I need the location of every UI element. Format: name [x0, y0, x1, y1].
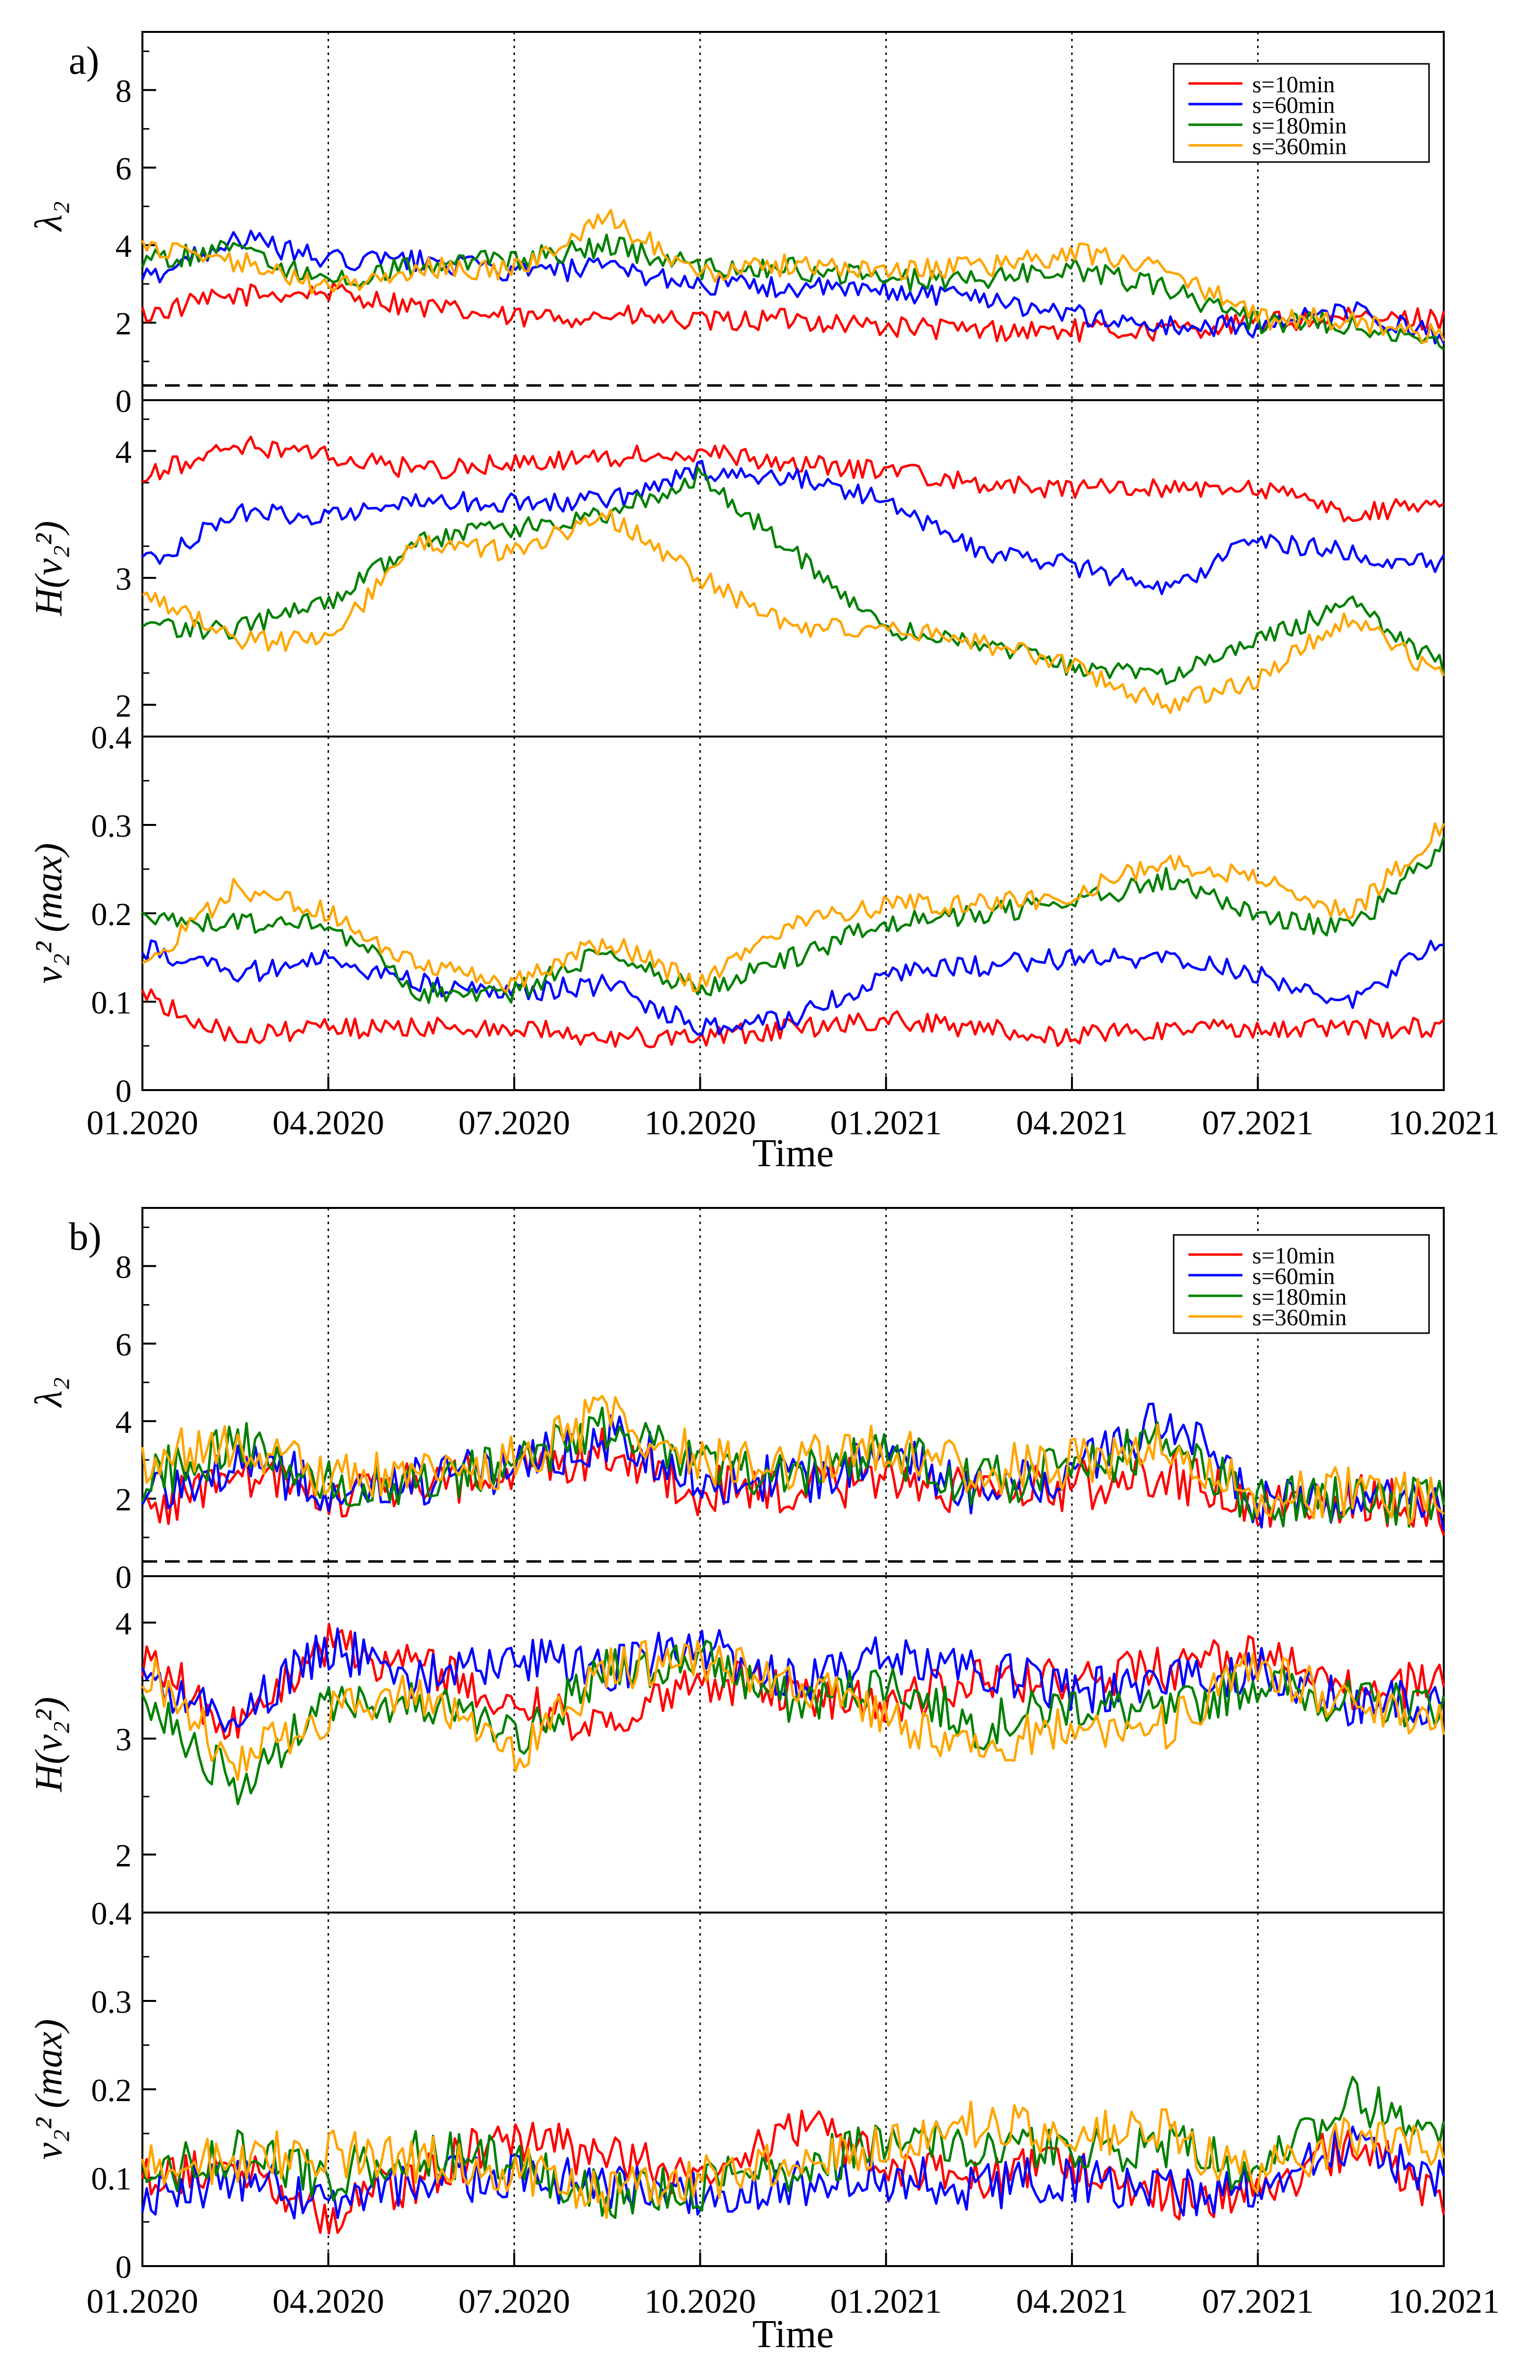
series-line-s180: [141, 466, 1445, 685]
y-tick-label: 8: [115, 73, 132, 109]
y-tick-label: 0.2: [91, 897, 132, 932]
plot-frame: [141, 1575, 1445, 1914]
x-tick-label: 04.2020: [273, 1104, 385, 1142]
legend-label: s=360min: [1252, 134, 1347, 160]
series-line-s360: [141, 822, 1445, 993]
y-tick-label: 0: [115, 383, 132, 419]
series-line-s360: [141, 508, 1445, 714]
series-line-s360: [141, 1640, 1445, 1781]
y-tick-label: 0.1: [91, 2161, 132, 2197]
y-tick-label: 4: [115, 434, 132, 470]
y-axis-label: λ₂: [27, 1377, 70, 1408]
y-tick-label: 3: [115, 561, 132, 597]
series-line-s60: [141, 1627, 1444, 1733]
x-tick-label: 04.2020: [273, 2283, 385, 2321]
y-tick-label: 3: [115, 1722, 132, 1758]
legend-label: s=10min: [1252, 72, 1335, 98]
y-tick-label: 4: [115, 1404, 132, 1440]
y-tick-label: 2: [115, 1482, 132, 1518]
x-tick-label: 01.2021: [830, 2283, 942, 2321]
y-tick-label: 8: [115, 1249, 132, 1285]
y-axis-label: v₂² (max): [27, 843, 70, 984]
x-tick-label: 04.2021: [1016, 2283, 1128, 2321]
x-tick-label: 01.2021: [830, 1104, 942, 1142]
y-tick-label: 0: [115, 1073, 132, 1109]
x-tick-label: 07.2020: [458, 1104, 570, 1142]
x-tick-label: 10.2020: [644, 2283, 756, 2321]
panel-b: b) 0 2 4 6 8 λ₂ 2 3 4 H(v₂²) 0 0.1 0.2 0.3 0.4 v₂² (max…: [27, 1207, 1500, 2356]
series-line-s10: [141, 2109, 1445, 2235]
y-tick-label: 0.4: [91, 720, 132, 756]
legend-label: s=180min: [1252, 1284, 1347, 1310]
panel-b-letter: b): [69, 1215, 102, 1258]
series-line-s180: [141, 836, 1445, 1004]
legend-label: s=360min: [1252, 1305, 1347, 1331]
series-line-s180: [141, 233, 1445, 351]
y-axis-label: λ₂: [27, 201, 70, 232]
legend-label: s=60min: [1252, 92, 1335, 118]
legend-label: s=60min: [1252, 1263, 1335, 1289]
x-tick-label: 01.2020: [86, 2283, 198, 2321]
y-tick-label: 0.1: [91, 985, 132, 1021]
series-line-s10: [141, 282, 1445, 343]
x-tick-label: 07.2020: [458, 2283, 570, 2321]
x-tick-label: 10.2021: [1388, 2283, 1500, 2321]
series-line-s10: [141, 1427, 1445, 1536]
series-line-s60: [141, 460, 1445, 596]
legend-label: s=180min: [1252, 113, 1347, 139]
series-line-s10: [141, 988, 1445, 1048]
y-tick-label: 2: [115, 1838, 132, 1874]
y-tick-label: 0: [115, 1559, 132, 1595]
y-axis-label: v₂² (max): [27, 2019, 70, 2160]
plot-frame: [141, 399, 1445, 738]
panel-a: a) 0 2 4 6 8 λ₂ 2 3 4 H(v₂²) 0 0.1 0.2 0.3 0.4 v₂² (max…: [27, 31, 1500, 1175]
y-axis-label: H(v₂²): [27, 1697, 70, 1792]
plot-frame: [141, 736, 1445, 1091]
x-axis-label: Time: [752, 2313, 834, 2356]
y-tick-label: 2: [115, 688, 132, 724]
y-tick-label: 0.4: [91, 1896, 132, 1932]
x-tick-label: 10.2020: [644, 1104, 756, 1142]
series-line-s60: [141, 229, 1445, 345]
y-tick-label: 6: [115, 151, 132, 187]
series-line-s60: [141, 1402, 1445, 1531]
x-tick-label: 04.2021: [1016, 1104, 1128, 1142]
series-line-s10: [142, 436, 1445, 522]
series-line-s360: [141, 209, 1445, 344]
series-line-s360: [141, 2101, 1445, 2219]
y-tick-label: 0.3: [91, 1984, 132, 2020]
y-tick-label: 0: [115, 2249, 132, 2285]
y-tick-label: 2: [115, 306, 132, 342]
y-tick-label: 0.3: [91, 808, 132, 844]
y-axis-label: H(v₂²): [27, 521, 70, 616]
x-tick-label: 01.2020: [86, 1104, 198, 1142]
x-tick-label: 10.2021: [1388, 1104, 1500, 1142]
y-tick-label: 4: [115, 1606, 132, 1641]
y-tick-label: 0.2: [91, 2073, 132, 2108]
x-tick-label: 07.2021: [1202, 1104, 1314, 1142]
series-line-s60: [141, 939, 1444, 1036]
series-line-s360: [141, 1395, 1445, 1525]
y-tick-label: 6: [115, 1327, 132, 1363]
series-line-s180: [141, 1640, 1445, 1806]
legend-label: s=10min: [1252, 1243, 1335, 1269]
x-tick-label: 07.2021: [1202, 2283, 1314, 2321]
x-axis-label: Time: [752, 1132, 834, 1175]
panel-a-letter: a): [69, 39, 99, 82]
y-tick-label: 4: [115, 228, 132, 264]
